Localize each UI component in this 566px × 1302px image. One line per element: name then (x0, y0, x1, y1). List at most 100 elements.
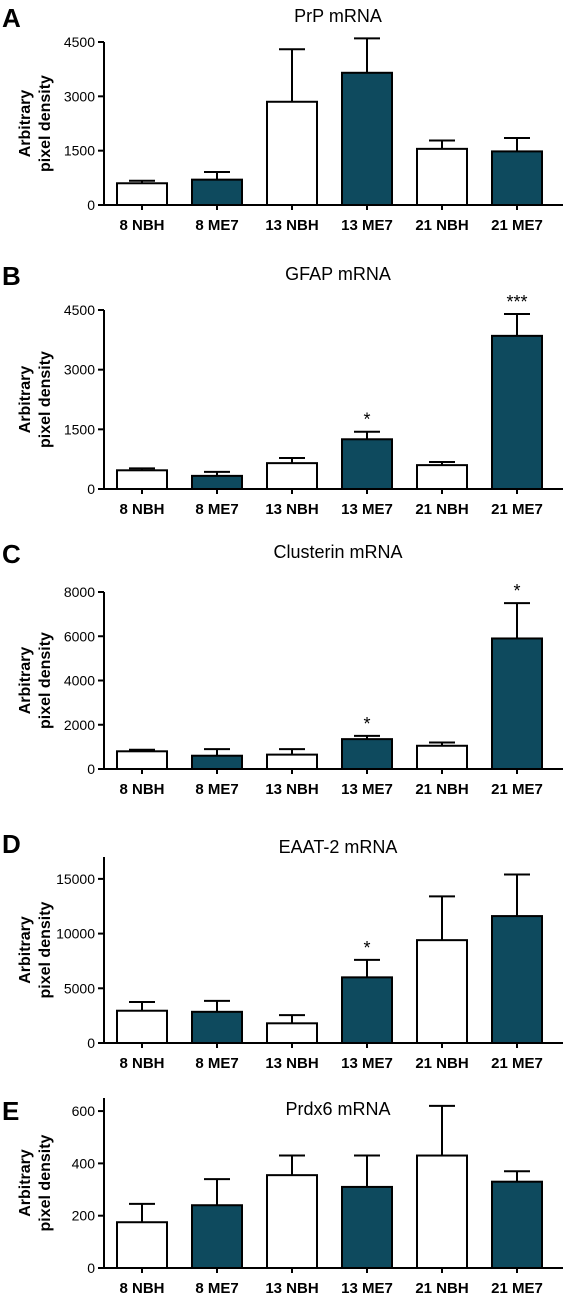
significance-marker: * (363, 938, 370, 958)
x-tick-label: 8 ME7 (195, 1280, 238, 1297)
y-tick-label: 15000 (56, 871, 95, 887)
y-tick-label: 6000 (64, 628, 95, 644)
bar (491, 637, 543, 771)
bar (266, 1022, 318, 1045)
y-axis-label: Arbitrary (17, 1149, 34, 1217)
panel-label: A (2, 3, 21, 33)
x-tick-label: 8 NBH (119, 217, 164, 234)
y-axis-label: pixel density (37, 351, 54, 448)
x-tick-label: 8 ME7 (195, 1055, 238, 1072)
x-tick-label: 13 ME7 (341, 1280, 393, 1297)
x-tick-label: 8 NBH (119, 1280, 164, 1297)
x-tick-label: 13 ME7 (341, 1055, 393, 1072)
bar (116, 182, 168, 206)
chart-title: Clusterin mRNA (273, 542, 402, 562)
significance-marker: * (363, 714, 370, 734)
x-tick-label: 13 ME7 (341, 217, 393, 234)
y-axis-label: Arbitrary (17, 647, 34, 715)
bar (491, 150, 543, 207)
bar (491, 334, 543, 490)
chart-panel-d: D EAAT-2 mRNA Arbitrary pixel density 0 5000 1… (2, 829, 563, 1072)
y-axis-label: pixel density (37, 75, 54, 172)
bar (341, 976, 393, 1045)
y-tick-label: 600 (72, 1103, 96, 1119)
bar (341, 1185, 393, 1270)
panel-label: E (2, 1096, 19, 1126)
bar (266, 753, 318, 771)
x-tick-label: 21 ME7 (491, 501, 543, 518)
panel-label: C (2, 539, 21, 569)
bar (191, 474, 243, 490)
x-tick-label: 21 NBH (415, 781, 468, 798)
y-tick-label: 1500 (64, 421, 95, 437)
bar (491, 1180, 543, 1269)
bar (191, 178, 243, 206)
bar (191, 1010, 243, 1044)
bar (491, 915, 543, 1044)
x-tick-label: 8 NBH (119, 781, 164, 798)
bar (191, 1204, 243, 1269)
x-tick-label: 13 NBH (265, 217, 318, 234)
y-axis-label: Arbitrary (17, 366, 34, 434)
x-tick-label: 21 NBH (415, 217, 468, 234)
chart-title: PrP mRNA (294, 6, 382, 26)
x-tick-label: 21 ME7 (491, 781, 543, 798)
y-tick-label: 5000 (64, 980, 95, 996)
y-tick-label: 3000 (64, 362, 95, 378)
x-tick-label: 8 ME7 (195, 781, 238, 798)
x-tick-label: 13 ME7 (341, 781, 393, 798)
chart-title: Prdx6 mRNA (285, 1099, 390, 1119)
y-axis-label: pixel density (37, 901, 54, 998)
significance-marker: * (513, 581, 520, 601)
bar (266, 1174, 318, 1269)
chart-title: EAAT-2 mRNA (279, 837, 398, 857)
x-tick-label: 13 NBH (265, 501, 318, 518)
y-tick-label: 0 (87, 1260, 95, 1276)
significance-marker: *** (506, 292, 527, 312)
bar (116, 469, 168, 490)
bar (341, 71, 393, 206)
x-tick-label: 21 ME7 (491, 1280, 543, 1297)
y-tick-label: 400 (72, 1155, 96, 1171)
bar (341, 438, 393, 490)
bar (116, 750, 168, 770)
y-axis-label: pixel density (37, 1134, 54, 1231)
bar (341, 738, 393, 770)
y-tick-label: 10000 (56, 926, 95, 942)
bar (116, 1009, 168, 1044)
y-tick-label: 2000 (64, 717, 95, 733)
bar (416, 464, 468, 490)
chart-panel-c: C Clusterin mRNA Arbitrary pixel density 0 20… (2, 539, 563, 798)
bar (416, 939, 468, 1045)
x-tick-label: 8 ME7 (195, 217, 238, 234)
y-tick-label: 0 (87, 197, 95, 213)
x-tick-label: 8 NBH (119, 1055, 164, 1072)
y-tick-label: 3000 (64, 88, 95, 104)
x-tick-label: 8 ME7 (195, 501, 238, 518)
x-tick-label: 21 NBH (415, 501, 468, 518)
y-tick-label: 0 (87, 761, 95, 777)
chart-panel-b: B GFAP mRNA Arbitrary pixel density 0 1500 300… (2, 261, 563, 518)
y-tick-label: 8000 (64, 584, 95, 600)
x-tick-label: 21 NBH (415, 1280, 468, 1297)
significance-marker: * (363, 410, 370, 430)
x-tick-label: 21 NBH (415, 1055, 468, 1072)
bar (266, 100, 318, 206)
y-tick-label: 4500 (64, 302, 95, 318)
x-tick-label: 21 ME7 (491, 1055, 543, 1072)
y-tick-label: 0 (87, 481, 95, 497)
y-axis-label: Arbitrary (17, 90, 34, 158)
y-tick-label: 0 (87, 1035, 95, 1051)
chart-title: GFAP mRNA (285, 264, 391, 284)
bar (191, 754, 243, 770)
y-tick-label: 4000 (64, 673, 95, 689)
y-tick-label: 4500 (64, 34, 95, 50)
bar (416, 744, 468, 770)
y-tick-label: 1500 (64, 143, 95, 159)
chart-panel-e: E Prdx6 mRNA Arbitrary pixel density 0 200 400… (2, 1096, 563, 1297)
panel-label: B (2, 261, 21, 291)
x-tick-label: 13 NBH (265, 1280, 318, 1297)
x-tick-label: 21 ME7 (491, 217, 543, 234)
